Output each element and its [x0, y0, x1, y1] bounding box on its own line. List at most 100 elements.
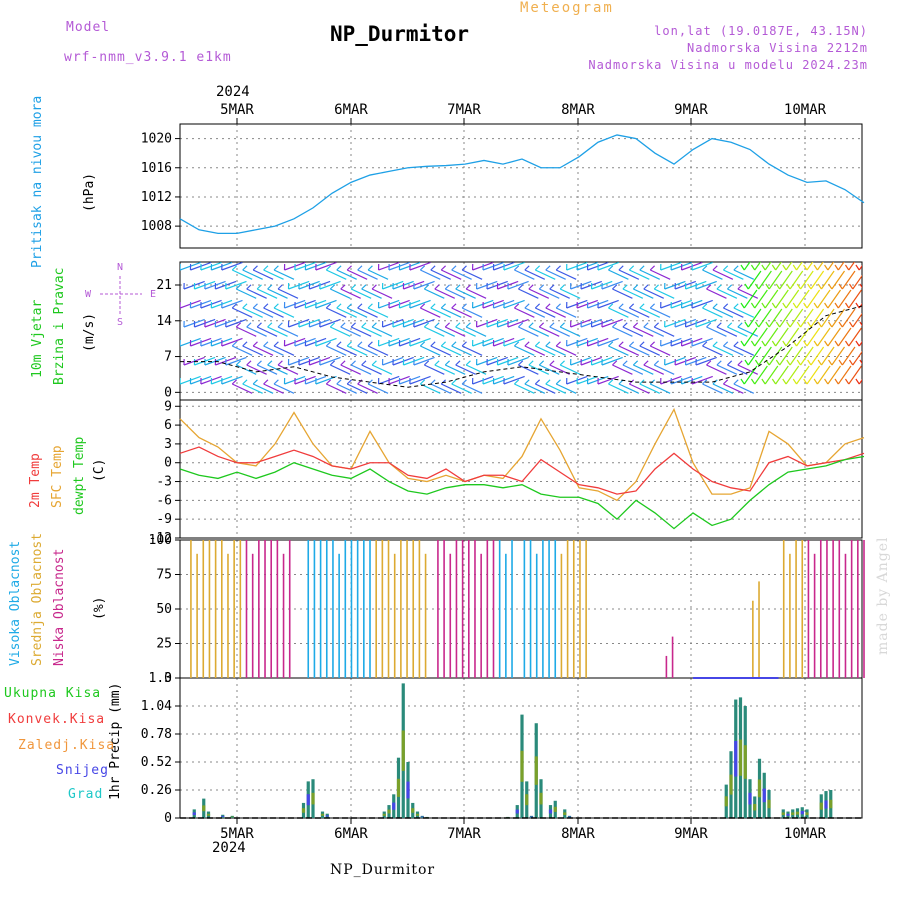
wind-barb-flag — [246, 360, 252, 366]
wind-barb-flag — [361, 322, 367, 328]
precip-bar-part — [396, 778, 401, 797]
wind-barb — [827, 262, 835, 271]
wind-barb — [747, 270, 762, 290]
wind-barb — [330, 364, 351, 375]
precip-bar-part — [753, 804, 757, 811]
wind-barb-flag — [744, 359, 749, 366]
wind-barb-flag — [256, 322, 262, 328]
wind-barb — [277, 364, 299, 375]
wind-barb — [754, 289, 768, 309]
wind-barb — [434, 288, 455, 299]
wind-barb — [263, 269, 284, 280]
wind-barb — [863, 347, 876, 365]
wind-barb — [758, 346, 772, 366]
y-tick-label: 25 — [156, 637, 172, 652]
wind-barb-flag — [813, 340, 818, 347]
wind-barb-flag — [855, 340, 860, 347]
wind-barb — [503, 299, 525, 309]
wind-barb — [346, 383, 368, 394]
wind-barb — [528, 326, 550, 337]
wind-barb-flag — [733, 303, 739, 309]
wind-barb — [852, 350, 862, 366]
wind-barb — [618, 345, 640, 356]
wind-barb — [643, 288, 664, 299]
precip-bar-part — [734, 741, 738, 777]
wind-barb — [518, 326, 539, 337]
wind-barb-flag — [559, 360, 565, 366]
wind-barb — [723, 269, 744, 280]
wind-barb-flag — [235, 360, 241, 366]
wind-barb-flag — [455, 284, 461, 290]
wind-barb — [764, 262, 772, 271]
wind-barb — [434, 364, 455, 375]
wind-barb — [706, 326, 727, 337]
wind-barb — [461, 269, 483, 280]
wind-barb — [827, 327, 842, 347]
wind-barb — [246, 326, 267, 337]
y-tick-label: -12 — [149, 531, 172, 546]
wind-barb-flag — [706, 322, 712, 328]
wind-barb-flag — [844, 340, 850, 347]
wind-barb-flag — [722, 379, 729, 385]
precip-bar-part — [805, 812, 809, 815]
wind-barb — [225, 280, 247, 290]
wind-barb — [555, 345, 577, 356]
wind-barb — [336, 269, 357, 280]
wind-barb-flag — [451, 265, 457, 271]
top-day-label: 9MAR — [674, 102, 708, 118]
wind-barb — [601, 318, 623, 328]
wind-barb — [779, 308, 793, 328]
wind-barb-flag — [855, 378, 860, 385]
wind-barb — [539, 364, 560, 375]
wind-barb — [743, 327, 758, 347]
wind-barb-flag — [528, 284, 534, 290]
wind-barb — [326, 345, 347, 356]
wind-barb — [350, 326, 372, 337]
wind-barb-flag — [639, 303, 645, 309]
wind-barb — [346, 307, 368, 318]
wind-barb — [737, 326, 759, 337]
wind-barb — [319, 356, 341, 366]
wind-barb-flag — [465, 284, 471, 290]
wind-barb — [691, 299, 713, 309]
wind-barb — [231, 345, 253, 356]
wind-barb — [612, 364, 633, 375]
wind-barb — [831, 270, 846, 290]
wind-barb-flag — [235, 322, 241, 328]
wind-barb — [340, 326, 361, 337]
wind-barb-flag — [628, 265, 635, 271]
wind-barb-flag — [761, 378, 766, 385]
wind-barb-flag — [612, 322, 618, 328]
temp2m-line — [179, 446, 865, 495]
wind-barb-flag — [340, 360, 346, 366]
bottom-day-label: 9MAR — [674, 826, 708, 842]
wind-barb — [409, 375, 431, 385]
wind-barb-flag — [750, 302, 756, 309]
wind-barb-flag — [828, 359, 833, 366]
wind-barb-flag — [545, 379, 551, 385]
wind-barb-flag — [817, 321, 822, 328]
wind-barb — [702, 307, 723, 318]
wind-barb — [267, 326, 288, 337]
wind-barb-flag — [340, 322, 346, 328]
wind-barb — [319, 318, 341, 328]
wind-barb-flag — [538, 284, 545, 290]
wind-barb — [716, 288, 738, 299]
wind-barb-flag — [434, 284, 440, 290]
wind-barb — [346, 345, 368, 356]
wind-barb-flag — [419, 341, 426, 347]
wind-barb — [545, 345, 566, 356]
wind-barb-flag — [844, 302, 850, 309]
wind-barb-flag — [844, 264, 850, 271]
wind-barb — [852, 274, 862, 290]
wind-barb-flag — [761, 302, 766, 309]
wind-barb — [691, 375, 713, 385]
wind-barb — [747, 308, 762, 328]
precip-bar-part — [192, 812, 196, 815]
wind-barb — [816, 327, 831, 347]
wind-barb — [737, 288, 759, 299]
wind-barb-flag — [643, 360, 649, 366]
wind-barb — [263, 345, 284, 356]
wind-barb-flag — [716, 360, 722, 366]
bottom-day-label: 8MAR — [561, 826, 595, 842]
